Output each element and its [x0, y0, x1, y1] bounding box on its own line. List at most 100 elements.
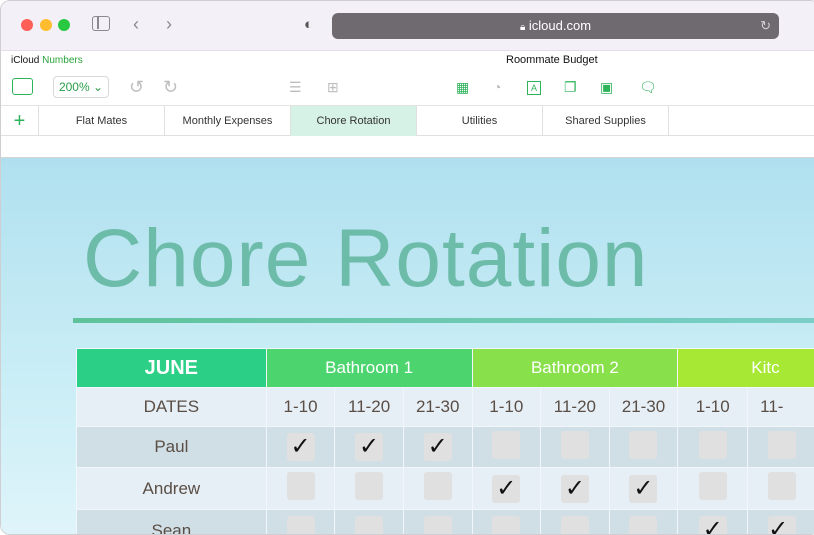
check-cell — [678, 427, 748, 468]
shield-icon[interactable]: ◐ — [304, 16, 313, 34]
table-icon[interactable]: ▦ — [456, 78, 469, 96]
checkbox-unchecked[interactable] — [699, 431, 727, 459]
checkbox-checked[interactable]: ✓ — [492, 475, 520, 503]
check-cell: ✓ — [748, 510, 814, 535]
minimize-button[interactable] — [40, 19, 52, 31]
table-row: Andrew ✓ ✓ ✓ — [77, 468, 814, 510]
group-header[interactable]: Kitc — [678, 349, 814, 388]
zoom-button[interactable] — [58, 19, 70, 31]
checkbox-unchecked[interactable] — [492, 431, 520, 459]
date-cell[interactable]: 1-10 — [678, 388, 748, 427]
check-cell — [609, 427, 678, 468]
person-name[interactable]: Paul — [77, 427, 267, 468]
date-cell[interactable]: 11-20 — [335, 388, 404, 427]
redo-icon[interactable]: ↻ — [163, 78, 178, 96]
sheet-canvas: Chore Rotation JUNE Bathroom 1 Bathroom … — [1, 157, 814, 535]
month-cell[interactable]: JUNE — [77, 349, 267, 388]
image-icon[interactable]: ▣ — [600, 78, 613, 96]
comment-icon[interactable]: 🗨︎ — [639, 78, 657, 96]
address-bar[interactable]: 🔒︎ icloud.com ↻ — [332, 13, 779, 39]
checkbox-unchecked[interactable] — [424, 516, 452, 535]
checkbox-unchecked[interactable] — [768, 472, 796, 500]
checkbox-unchecked[interactable] — [424, 472, 452, 500]
back-icon[interactable]: ‹ — [133, 15, 139, 33]
sidebar-toggle-icon[interactable] — [92, 16, 110, 31]
close-button[interactable] — [21, 19, 33, 31]
check-cell — [403, 510, 472, 535]
tab-shared-supplies[interactable]: Shared Supplies — [543, 106, 669, 136]
list-icon[interactable]: ☰ — [289, 78, 302, 96]
checkbox-checked[interactable]: ✓ — [768, 516, 796, 535]
checkbox-checked[interactable]: ✓ — [629, 475, 657, 503]
checkbox-checked[interactable]: ✓ — [699, 516, 727, 535]
checkbox-unchecked[interactable] — [768, 431, 796, 459]
date-cell[interactable]: 1-10 — [266, 388, 335, 427]
checkbox-checked[interactable]: ✓ — [287, 433, 315, 461]
url-text: icloud.com — [529, 18, 591, 33]
check-cell — [609, 510, 678, 535]
check-cell — [678, 468, 748, 510]
check-cell — [748, 427, 814, 468]
check-cell: ✓ — [541, 468, 610, 510]
browser-toolbar: ‹ › ◐ 🔒︎ icloud.com ↻ — [1, 1, 814, 51]
sheet-tabs: + Flat Mates Monthly Expenses Chore Rota… — [1, 106, 814, 136]
zoom-select[interactable]: 200% ⌄ — [53, 76, 109, 98]
check-cell — [335, 468, 404, 510]
add-sheet-button[interactable]: + — [1, 106, 39, 136]
group-header-row: JUNE Bathroom 1 Bathroom 2 Kitc — [77, 349, 814, 388]
undo-icon[interactable]: ↺ — [129, 78, 144, 96]
check-cell: ✓ — [335, 427, 404, 468]
checkbox-unchecked[interactable] — [561, 516, 589, 535]
person-name[interactable]: Andrew — [77, 468, 267, 510]
checkbox-unchecked[interactable] — [561, 431, 589, 459]
date-cell[interactable]: 1-10 — [472, 388, 541, 427]
group-header[interactable]: Bathroom 2 — [472, 349, 678, 388]
checkbox-checked[interactable]: ✓ — [561, 475, 589, 503]
tab-chore-rotation[interactable]: Chore Rotation — [291, 106, 417, 136]
date-cell[interactable]: 21-30 — [403, 388, 472, 427]
table-resize-icon[interactable]: ⊞ — [327, 78, 339, 96]
check-cell — [541, 427, 610, 468]
text-box-icon[interactable]: A — [527, 81, 541, 95]
checkbox-unchecked[interactable] — [287, 472, 315, 500]
checkbox-checked[interactable]: ✓ — [355, 433, 383, 461]
checkbox-unchecked[interactable] — [699, 472, 727, 500]
tab-utilities[interactable]: Utilities — [417, 106, 543, 136]
brand-name: iCloud — [11, 55, 39, 66]
document-title: Roommate Budget — [506, 54, 598, 66]
tab-monthly-expenses[interactable]: Monthly Expenses — [165, 106, 291, 136]
date-cell[interactable]: 21-30 — [609, 388, 678, 427]
forward-icon[interactable]: › — [166, 15, 172, 33]
dates-label[interactable]: DATES — [77, 388, 267, 427]
checkbox-unchecked[interactable] — [287, 516, 315, 535]
date-cell[interactable]: 11- — [748, 388, 814, 427]
chart-icon[interactable]: ◔ — [493, 78, 501, 96]
check-cell — [472, 427, 541, 468]
group-header[interactable]: Bathroom 1 — [266, 349, 472, 388]
sidebar-icon[interactable] — [12, 78, 33, 95]
checkbox-unchecked[interactable] — [492, 516, 520, 535]
table-row: Sean ✓ ✓ — [77, 510, 814, 535]
title-underline — [73, 318, 814, 323]
product-name: Numbers — [42, 55, 83, 66]
check-cell — [541, 510, 610, 535]
check-cell — [335, 510, 404, 535]
checkbox-checked[interactable]: ✓ — [424, 433, 452, 461]
date-cell[interactable]: 11-20 — [541, 388, 610, 427]
checkbox-unchecked[interactable] — [355, 472, 383, 500]
app-header: iCloud Numbers Roommate Budget 200% ⌄ ↺ … — [1, 51, 814, 106]
tab-flat-mates[interactable]: Flat Mates — [39, 106, 165, 136]
shape-icon[interactable]: ❐ — [564, 78, 577, 96]
chore-table[interactable]: JUNE Bathroom 1 Bathroom 2 Kitc DATES 1-… — [76, 348, 814, 535]
check-cell — [472, 510, 541, 535]
checkbox-unchecked[interactable] — [629, 516, 657, 535]
check-cell — [266, 510, 335, 535]
sheet-title[interactable]: Chore Rotation — [83, 212, 649, 306]
checkbox-unchecked[interactable] — [629, 431, 657, 459]
person-name[interactable]: Sean — [77, 510, 267, 535]
reload-icon[interactable]: ↻ — [760, 13, 771, 39]
check-cell: ✓ — [403, 427, 472, 468]
lock-icon: 🔒︎ — [520, 22, 525, 33]
checkbox-unchecked[interactable] — [355, 516, 383, 535]
